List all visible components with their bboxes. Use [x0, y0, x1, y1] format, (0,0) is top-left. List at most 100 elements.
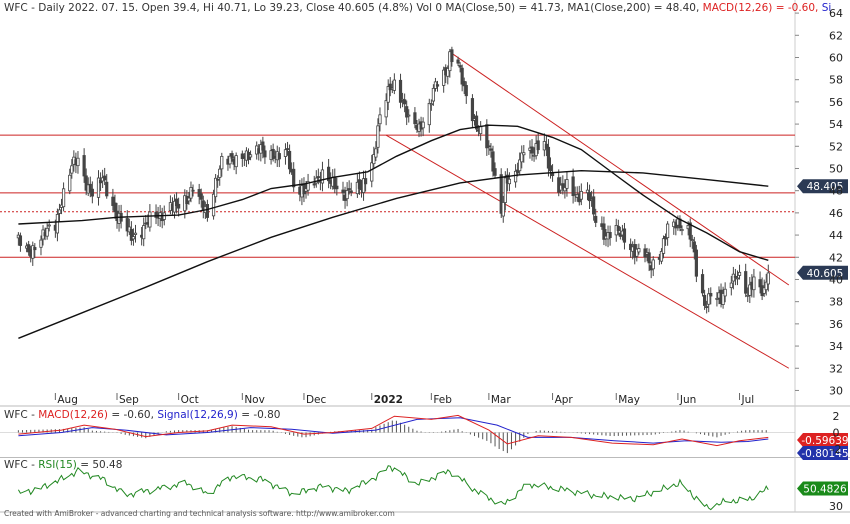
candle [345, 182, 349, 207]
candle-body [661, 238, 666, 254]
candle-body [403, 99, 407, 105]
candle [248, 150, 253, 161]
candle-body [737, 271, 742, 276]
rsi-line [17, 465, 769, 511]
candle [546, 139, 551, 177]
x-tick-label: Sep [119, 394, 139, 406]
candle-body [341, 189, 345, 194]
macd-value-label-bg [797, 433, 848, 447]
candle-body [548, 165, 553, 172]
macd-y-tick-label: 2 [833, 410, 840, 423]
candle-body [131, 236, 136, 240]
candle-body [68, 174, 72, 192]
candle-body [608, 232, 612, 239]
candle-body [703, 294, 707, 306]
candle [384, 93, 388, 126]
candle-body [405, 106, 409, 118]
candle-body [518, 159, 522, 172]
candle-body [456, 59, 460, 64]
candle [96, 170, 101, 206]
candle [142, 217, 146, 247]
candle [98, 172, 103, 191]
price-pane-header: WFC - Daily 2022. 07. 15. Open 39.4, Hi … [4, 2, 831, 14]
candle-body [647, 252, 651, 264]
candle [518, 152, 522, 176]
candle-body [306, 181, 310, 191]
candle [392, 73, 396, 95]
candle-body [680, 229, 684, 232]
candle-body [105, 181, 109, 197]
candle [131, 228, 136, 246]
candle-body [320, 169, 325, 184]
candle [197, 183, 201, 205]
candle-body [407, 114, 411, 117]
candle [474, 111, 479, 132]
candle [499, 168, 503, 219]
candle-body [230, 153, 234, 159]
header-macd: MACD(12,26) = -0.60, [702, 2, 819, 14]
ma200-value-label-bg [797, 179, 848, 194]
candle [507, 172, 512, 192]
y-tick-label: 36 [829, 318, 843, 331]
candle-body [460, 67, 464, 85]
ma200-value-label: 48.405 [797, 179, 848, 194]
candle-body [766, 272, 770, 285]
candle [335, 177, 339, 196]
candle-body [370, 162, 374, 182]
header-ticker: WFC [4, 2, 28, 14]
candle [205, 199, 209, 222]
x-tick-label: Nov [244, 394, 265, 406]
close-value-label-bg [797, 265, 848, 280]
candle [608, 225, 612, 246]
candle [456, 56, 460, 67]
candle [688, 218, 692, 248]
candle-body [622, 228, 627, 243]
candle [370, 154, 374, 188]
y-tick-label: 34 [829, 340, 843, 353]
ma200-value-label-text: 48.405 [807, 181, 844, 193]
candle [721, 286, 725, 309]
signal-line [18, 417, 769, 444]
candle [316, 168, 320, 185]
candle-body [707, 293, 711, 305]
candle [700, 269, 705, 297]
candle [585, 182, 590, 201]
x-tick-label: May [618, 394, 640, 406]
candle-body [602, 223, 606, 240]
candle [31, 241, 35, 266]
candle-body [61, 188, 66, 208]
candle-body [694, 249, 698, 277]
macd-y-tick-label: -2 [831, 443, 842, 456]
candle [349, 182, 353, 197]
candle-body [363, 178, 368, 185]
candle [45, 223, 49, 240]
candle-body [501, 202, 505, 217]
candle-body [18, 235, 23, 246]
y-tick-label: 62 [829, 29, 843, 42]
macd-pane-header: WFC - MACD(12,26) = -0.60, Signal(12,26,… [4, 409, 281, 421]
candle [357, 171, 362, 195]
candle [421, 117, 425, 137]
candle [561, 175, 565, 195]
candle-body [199, 193, 203, 200]
candle-body [429, 103, 433, 106]
candle [174, 192, 179, 214]
candle [341, 181, 345, 201]
candle [690, 234, 694, 249]
candle-body [174, 198, 179, 207]
candle-body [503, 177, 507, 203]
candle [587, 184, 592, 209]
candle [68, 168, 72, 195]
candle-body [218, 168, 222, 178]
close-value-label: 40.605 [797, 265, 848, 280]
candle [189, 181, 193, 203]
y-tick-label: 64 [829, 7, 843, 20]
candle-body [666, 223, 670, 239]
candle-body [125, 218, 129, 232]
candle [678, 215, 682, 232]
candle [386, 79, 390, 111]
candle [228, 153, 232, 169]
x-tick-label: Apr [555, 394, 574, 406]
candle [602, 216, 606, 246]
